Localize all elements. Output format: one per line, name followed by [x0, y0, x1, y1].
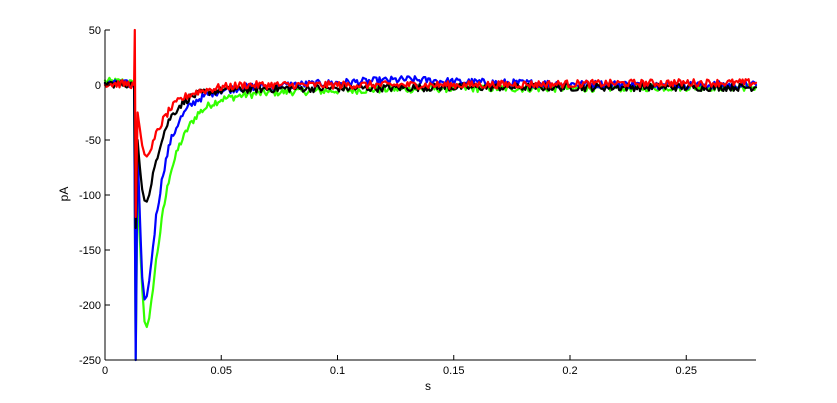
x-tick-label: 0.15	[443, 365, 464, 377]
x-axis-label: s	[425, 379, 431, 393]
y-tick-label: -250	[79, 355, 101, 367]
x-tick-label: 0.05	[211, 365, 232, 377]
x-tick-label: 0.25	[676, 365, 697, 377]
x-tick-label: 0.2	[562, 365, 577, 377]
y-tick-label: -100	[79, 190, 101, 202]
y-tick-label: -50	[85, 135, 101, 147]
axes: 0 0.05 0.1 0.15 0.2 0.25 -250 -200 -150 -100 -50 0 5…	[79, 25, 756, 377]
y-tick-label: -150	[79, 245, 101, 257]
x-tick-label: 0	[102, 365, 108, 377]
traces	[103, 28, 758, 362]
x-tick-label: 0.1	[330, 365, 345, 377]
y-tick-label: 50	[89, 25, 101, 37]
y-tick-label: -200	[79, 300, 101, 312]
y-axis-label: pA	[57, 187, 71, 202]
series-4-trace	[103, 28, 758, 219]
y-tick-label: 0	[95, 80, 101, 92]
